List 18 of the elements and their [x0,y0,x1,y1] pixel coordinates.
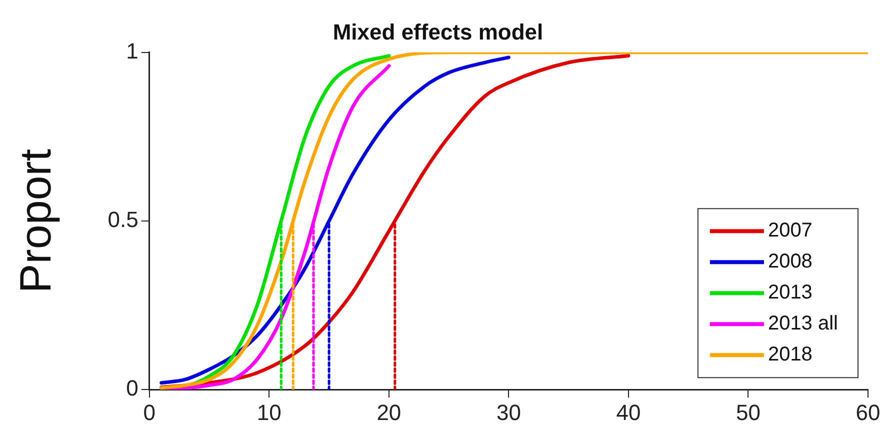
x-tick-label: 40 [616,400,641,425]
legend-label: 2008 [768,250,812,273]
x-tick-label: 0 [143,400,156,425]
line-series [160,52,868,390]
legend-label: 2013 [768,282,812,304]
x-tick-label: 50 [736,400,760,425]
x-tick-label: 10 [256,400,282,425]
x-tick-label: 20 [376,400,402,425]
chart-title: Mixed effects model [332,19,544,44]
y-tick-label: 0 [126,376,138,401]
y-tick-label: 1 [126,38,138,64]
legend-label: 2007 [768,220,812,242]
y-axis-title: Proport [12,148,61,294]
x-tick-label: 30 [496,400,521,425]
legend-label: 2013 all [768,312,838,335]
y-tick-label: 0.5 [108,207,138,232]
x-tick-label: 60 [856,400,880,425]
legend-label: 2018 [768,344,812,366]
